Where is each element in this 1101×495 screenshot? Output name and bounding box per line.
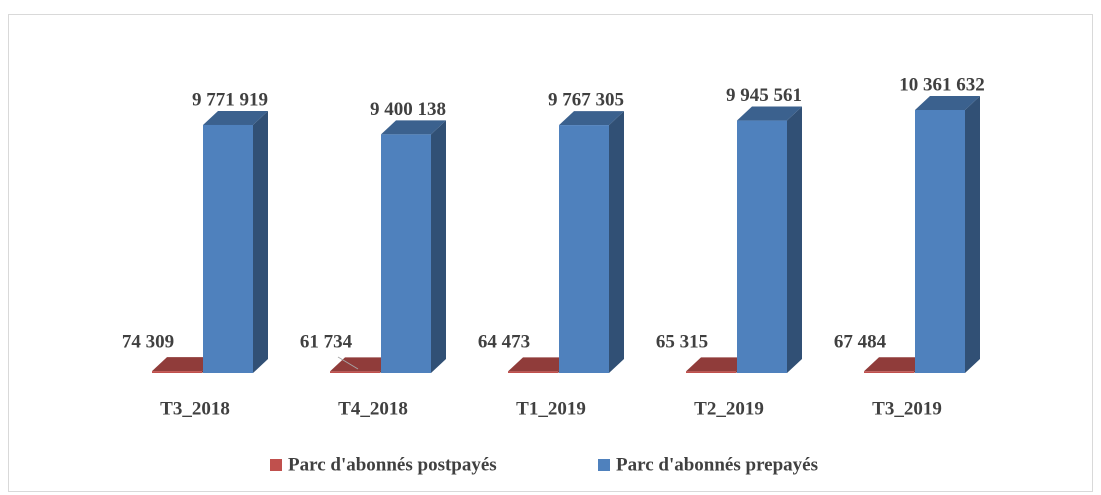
bar-side [431,120,446,373]
chart-frame [8,14,1093,492]
x-tick-label: T1_2019 [516,398,586,419]
bar [508,371,558,373]
bar [381,134,431,373]
bar-top [915,96,980,110]
bar-top [381,120,446,135]
bar-top [508,357,573,372]
bar-top [152,357,217,372]
data-label: 64 473 [478,331,530,352]
bar-top [737,106,802,121]
data-label: 9 767 305 [548,89,624,110]
data-label: 9 945 561 [726,85,802,106]
bar-top [864,357,929,372]
bar-side [965,96,980,373]
legend-swatch [270,459,282,471]
data-label: 74 309 [122,331,174,352]
x-tick-label: T4_2018 [338,398,408,419]
legend-label: Parc d'abonnés prepayés [616,454,818,475]
x-tick-label: T2_2019 [694,398,764,419]
bar-side [787,106,802,373]
x-tick-label: T3_2019 [872,398,942,419]
bar [686,371,736,373]
bar-top [686,357,751,372]
bar-top [559,111,624,126]
data-label: 10 361 632 [899,74,985,95]
bar-side [253,110,268,374]
data-label: 9 771 919 [192,89,268,110]
bar-side [609,111,624,373]
data-label: 65 315 [656,331,708,352]
bar [915,110,965,373]
x-tick-label: T3_2018 [160,398,230,419]
bar [737,120,787,373]
bar [152,371,202,373]
bar-top [203,110,268,125]
data-label: 9 400 138 [370,99,446,120]
bar [203,124,253,373]
bar [559,125,609,373]
data-label: 67 484 [834,331,887,352]
legend-swatch [598,459,610,471]
bar [864,371,914,373]
bar-top [330,357,395,372]
legend-label: Parc d'abonnés postpayés [288,454,497,475]
leader-line [337,356,359,370]
data-label: 61 734 [300,331,353,352]
bar [330,371,380,373]
